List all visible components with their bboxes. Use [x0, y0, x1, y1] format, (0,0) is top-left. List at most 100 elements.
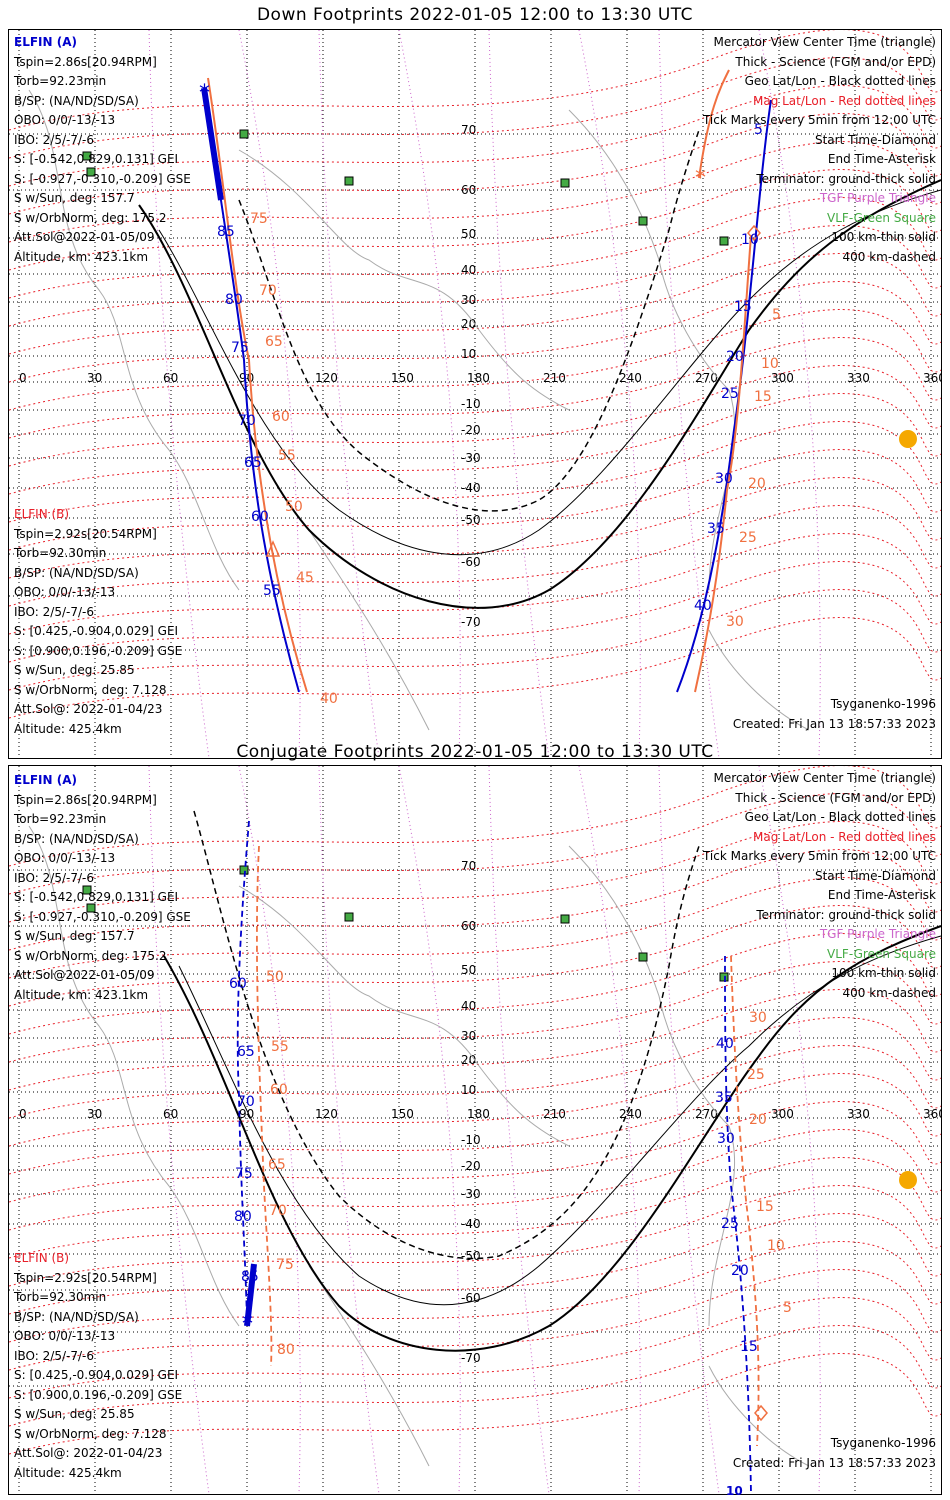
coastline [568, 845, 736, 1327]
mag-latitude-line [9, 1353, 941, 1455]
info-line: Torb=92.30min [14, 546, 107, 560]
info-line: IBO: 2/5/-7/-6 [14, 132, 94, 147]
mag-longitude-line [398, 766, 461, 1494]
info-line: Tspin=2.92s[20.54RPM] [14, 1270, 157, 1285]
model-label: Tsyganenko-1996 [830, 1436, 936, 1450]
elfin-a-tick-label: 15 [740, 1339, 758, 1355]
terminator-400km [193, 810, 700, 1260]
info-line: S: [0.425,-0.904,0.029] GEI [14, 1368, 179, 1382]
terminator-400km [238, 129, 700, 512]
vlf-station-square [560, 914, 570, 924]
latitude-label: -30 [461, 1187, 481, 1201]
latitude-label: -60 [461, 1291, 481, 1305]
mag-latitude-line [9, 589, 941, 691]
legend: Mercator View Center Time (triangle) Thi… [703, 769, 936, 1003]
mag-latitude-line [9, 1045, 941, 1147]
info-line: S w/OrbNorm, deg: 175.2 [14, 210, 167, 225]
mag-latitude-line [9, 85, 941, 187]
mag-latitude-line [9, 113, 941, 215]
elfin-a-tick-label: 40 [694, 598, 712, 614]
mag-latitude-line [9, 1157, 941, 1259]
elfin-a-track-science [244, 1263, 257, 1327]
longitude-label: 300 [771, 371, 794, 385]
legend-view: Mercator View Center Time (triangle) [713, 35, 936, 49]
latitude-label: 50 [461, 227, 476, 241]
mag-latitude-line [9, 141, 941, 243]
latitude-label: 70 [461, 859, 476, 873]
latitude-label: -10 [461, 397, 481, 411]
mag-latitude-line [9, 365, 941, 467]
legend-vlf: VLF-Green Square [827, 946, 936, 961]
info-line: IBO: 2/5/-7/-6 [14, 870, 94, 885]
mag-latitude-line [9, 253, 941, 355]
elfin-b-tick-label: 40 [320, 691, 338, 707]
elfin-a-tick-label: 55 [263, 583, 281, 599]
vlf-station-square [86, 903, 96, 913]
vlf-station-square [86, 167, 96, 177]
longitude-label: 120 [315, 1107, 338, 1121]
longitude-label: 0 [19, 371, 27, 385]
coastline [238, 149, 570, 411]
latitude-label: 40 [461, 999, 476, 1013]
end-time-asterisk: * [242, 1312, 253, 1337]
mag-longitude-line [488, 30, 550, 758]
mag-longitude-line [148, 766, 210, 1494]
coastline [28, 89, 240, 591]
mag-latitude-line [9, 477, 941, 579]
vlf-station-square [560, 178, 570, 188]
mag-latitude-line [9, 449, 941, 551]
elfin-a-tick-label: 80 [234, 1209, 252, 1225]
vlf-station-square [239, 129, 249, 139]
longitude-label: 180 [467, 371, 490, 385]
elfin-b-tick-label: 15 [756, 1199, 774, 1215]
info-line: S: [-0.542,0.829,0.131] GEI [14, 152, 179, 166]
info-line: B/SP: (NA/ND/SD/SA) [14, 831, 139, 846]
info-line: Tspin=2.92s[20.54RPM] [14, 526, 157, 541]
latitude-label: -50 [461, 513, 481, 527]
longitude-label: 60 [163, 1107, 178, 1121]
elfin-a-tick-label: 80 [225, 292, 243, 308]
latitude-label: -30 [461, 451, 481, 465]
longitude-label: 0 [19, 1107, 27, 1121]
mag-latitude-line [9, 421, 941, 523]
latitude-label: -40 [461, 481, 481, 495]
legend-geo: Geo Lat/Lon - Black dotted lines [744, 74, 936, 88]
legend-400km: 400 km-dashed [842, 985, 936, 1000]
mag-latitude-line [9, 533, 941, 635]
longitude-label: 330 [847, 1107, 870, 1121]
latitude-label: 50 [461, 963, 476, 977]
elfin-b-tick-label: 50 [266, 969, 284, 985]
latitude-label: -70 [461, 1351, 481, 1365]
longitude-label: 240 [619, 371, 642, 385]
elfin-b-tick-label: 5 [772, 307, 781, 323]
elfin-a-tick-label: 25 [721, 386, 739, 402]
info-line: S w/OrbNorm, deg: 175.2 [14, 948, 167, 963]
latitude-label: 10 [461, 347, 476, 361]
elfin-a-track-west [236, 820, 250, 1322]
elfin-b-tick-label: 75 [276, 1257, 294, 1273]
map-panel-down: 0306090120150180210240270300330360706050… [8, 29, 942, 759]
elfin-b-tick-label: 55 [271, 1039, 289, 1055]
latitude-label: -20 [461, 423, 481, 437]
longitude-label: 210 [543, 1107, 566, 1121]
info-line: Att.Sol@2022-01-05/09 [14, 230, 155, 244]
mag-longitude-line [238, 766, 301, 1494]
longitude-label: 330 [847, 371, 870, 385]
mag-latitude-line [9, 961, 941, 1063]
mag-latitude-line [9, 1297, 941, 1399]
elfin-a-title: ELFIN (A) [14, 35, 77, 49]
info-line: B/SP: (NA/ND/SD/SA) [14, 93, 139, 108]
terminator-ground [138, 179, 941, 609]
info-line: Torb=92.23min [14, 74, 107, 88]
elfin-a-tick-label: 25 [721, 1216, 739, 1232]
elfin-a-info: ELFIN (A) Tspin=2.86s[20.94RPM] Torb=92.… [14, 33, 191, 267]
legend-ticks: Tick Marks every 5min from 12:00 UTC [702, 113, 936, 127]
elfin-b-info: ELFIN (B) Tspin=2.92s[20.54RPM] Torb=92.… [14, 505, 182, 739]
elfin-a-tick-label: 30 [717, 1131, 735, 1147]
info-line: B/SP: (NA/ND/SD/SA) [14, 565, 139, 580]
elfin-b-tick-label: 55 [278, 448, 296, 464]
legend-thick: Thick - Science (FGM and/or EPD) [735, 790, 936, 805]
info-line: IBO: 2/5/-7/-6 [14, 1348, 94, 1363]
elfin-a-tick-label: 85 [217, 224, 235, 240]
mag-latitude-line [9, 1269, 941, 1371]
